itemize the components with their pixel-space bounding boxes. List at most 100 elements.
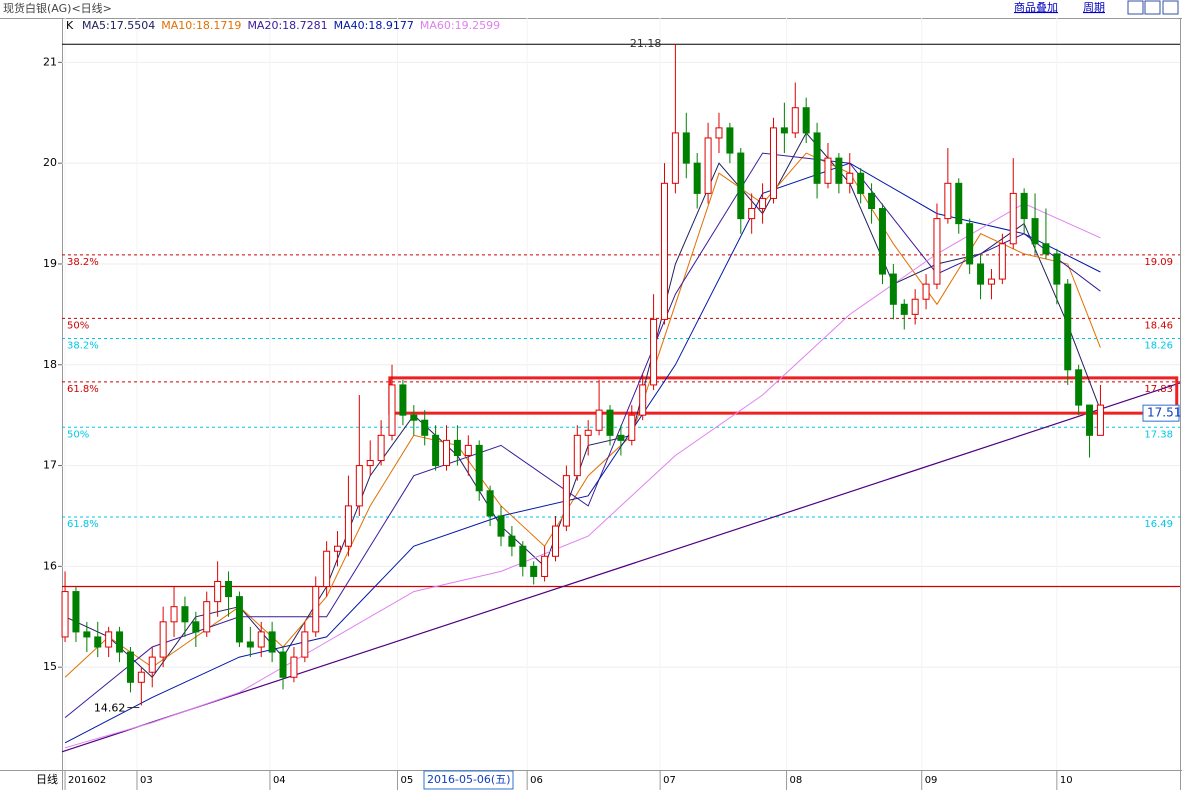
candle-body [813,132,821,184]
candle-body [639,384,647,416]
candle-body [497,515,505,537]
candle-body [214,580,222,603]
candle-body [344,505,352,547]
candle-body [1086,404,1094,436]
candle-body [889,273,897,305]
fib-label: 61.8% [67,519,99,530]
candle-body [355,465,363,507]
last-price-box [1142,404,1180,422]
candle-body [606,409,614,436]
candle-body [650,318,658,386]
legend-entry: MA60:19.2599 [420,19,500,32]
trend-line [61,382,1181,753]
candle-body [835,157,843,184]
candle-body [824,157,832,184]
candle-body [1031,218,1039,245]
nav-icons[interactable] [1127,0,1179,15]
candle-body [944,182,952,220]
candle-body [312,586,320,633]
y-tick-label: 15 [43,660,57,673]
low-label: 14.62 [94,701,126,714]
candle-body [922,283,930,300]
candle-body [410,414,418,421]
candle-body [1053,253,1061,285]
candle-body [421,419,429,436]
candle-body [72,591,80,633]
candle-body [464,444,472,456]
fib-value: 18.46 [1144,320,1173,331]
overlay-button[interactable]: 商品叠加 [1014,0,1058,14]
candle-body [715,127,723,139]
candle-body [748,208,756,220]
candle-body [737,152,745,220]
candle-body [159,621,167,658]
candle-body [268,631,276,653]
candle-body [911,298,919,315]
legend-entry: MA20:18.7281 [247,19,327,32]
candle-body [1009,192,1017,245]
candle-body [486,490,494,517]
period-button[interactable]: 周期 [1083,1,1105,14]
candle-body [170,606,178,623]
candle-body [443,439,451,467]
legend-entry: MA5:17.5504 [82,19,155,32]
candle-body [802,107,810,134]
candle-body [399,384,407,416]
candle-body [508,535,516,547]
candle-body [955,182,963,225]
cursor-date: 2016-05-06(五) [427,773,511,786]
icon-prev[interactable] [1127,0,1144,15]
candle-body [977,263,985,285]
x-tick-label: 09 [925,775,938,786]
candle-body [105,631,113,648]
fib-label: 61.8% [67,384,99,395]
x-tick-label: 05 [400,775,413,786]
x-tick-label: 08 [790,775,803,786]
candle-body [126,651,134,683]
icon-next[interactable] [1144,0,1161,15]
candle-body [846,172,854,184]
window-title: 现货白银(AG)<日线> [3,1,112,15]
candle-body [530,565,538,577]
candle-body [377,434,385,462]
candle-body [900,303,908,315]
candle-body [432,434,440,467]
y-tick-label: 18 [43,358,57,371]
fib-value: 18.26 [1144,341,1173,352]
fib-value: 17.38 [1144,429,1173,440]
candle-body [857,172,865,194]
candle-body [573,434,581,477]
fib-label: 50% [67,320,89,331]
candle-body [759,197,767,210]
candle-body [682,132,690,164]
icon-close[interactable] [1162,0,1179,15]
high-label: 21.18 [630,37,662,50]
fib-value: 16.49 [1144,519,1173,530]
fib-label: 50% [67,429,89,440]
legend-entry: MA40:18.9177 [334,19,414,32]
y-tick-label: 17 [43,459,57,472]
candle-body [301,631,309,658]
candle-body [998,243,1006,280]
candle-body [1020,192,1028,220]
fib-label: 38.2% [67,257,99,268]
candle-body [1064,283,1072,371]
candle-body [334,545,342,552]
candle-body [1096,404,1104,436]
y-tick-label: 21 [43,55,57,68]
candle-body [868,192,876,210]
x-tick-label: 03 [140,775,153,786]
candle-body [628,414,636,441]
candle-body [94,636,102,648]
candle-body [235,596,243,643]
candle-body [453,439,461,456]
candle-body [562,475,570,527]
candle-body [693,162,701,194]
candle-body [475,444,483,492]
candle-body [279,651,287,678]
candle-body [519,545,527,567]
candle-body [290,656,298,678]
cursor-date-box [423,770,514,790]
candle-body [966,223,974,265]
